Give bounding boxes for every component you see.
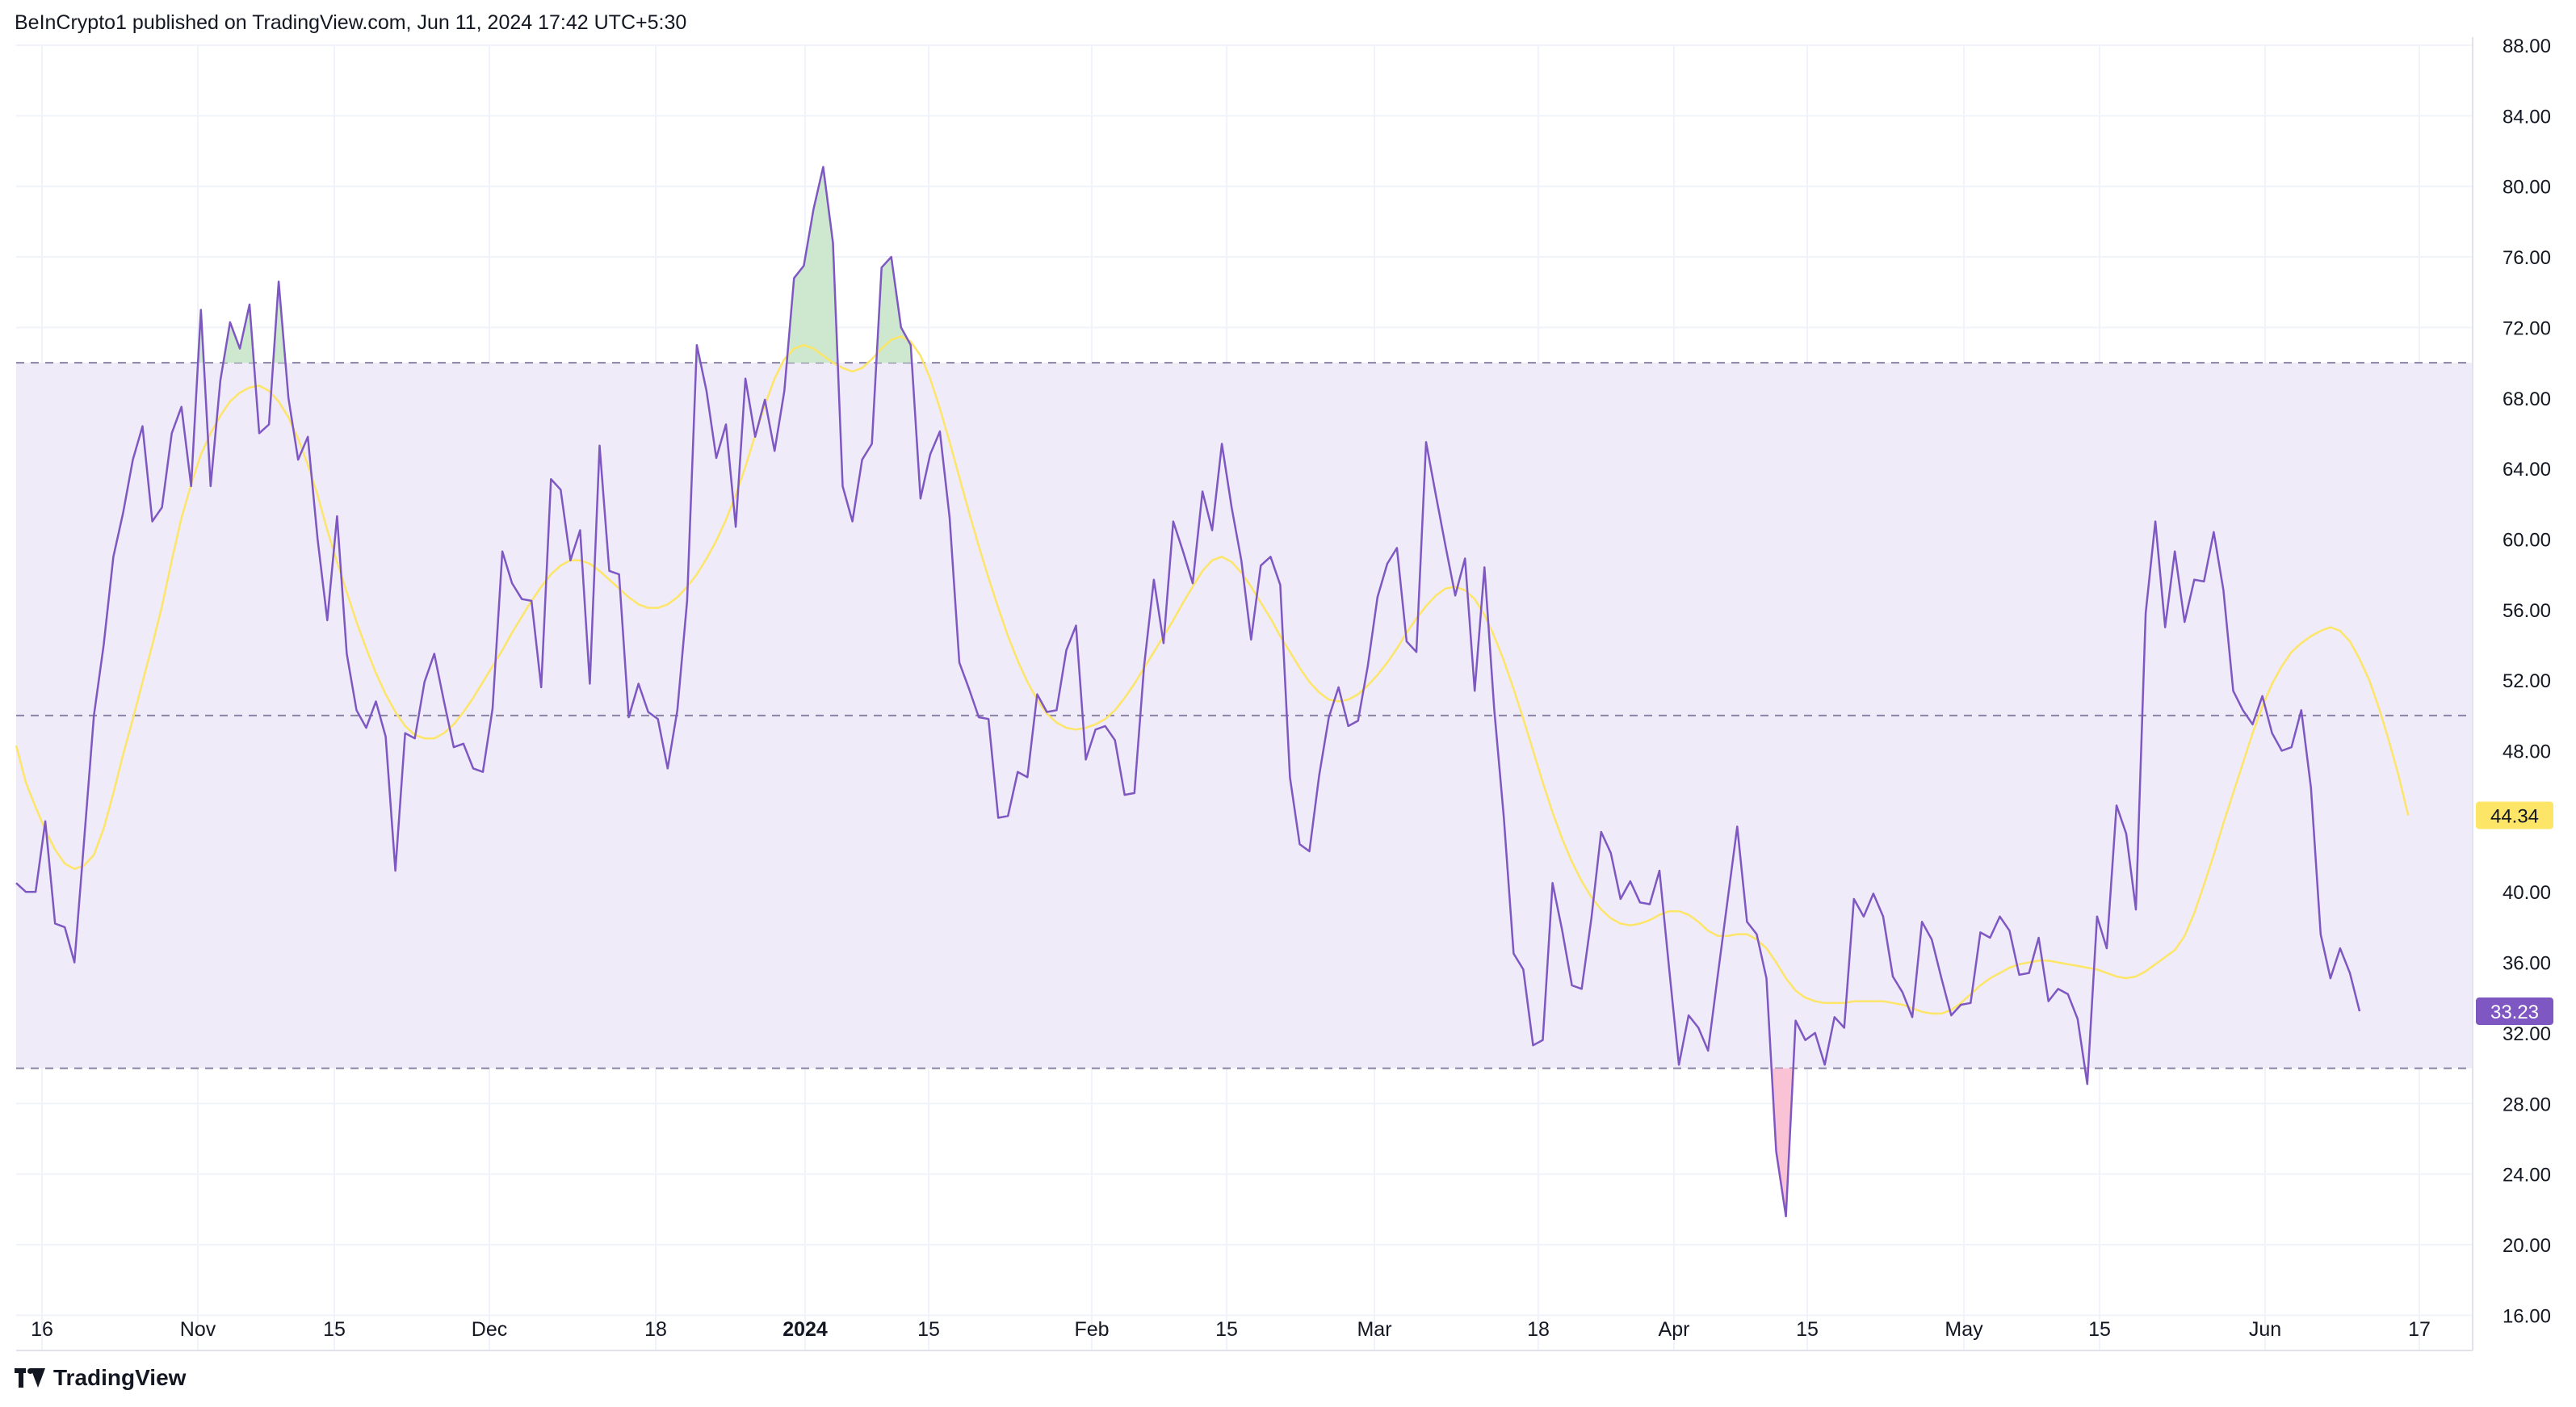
ma-last-value-badge: 44.34 xyxy=(2476,801,2553,830)
x-tick-label: 18 xyxy=(1527,1318,1550,1341)
x-tick-label: Feb xyxy=(1074,1318,1109,1341)
oversold-fill xyxy=(1771,1068,1794,1217)
rsi-series-line xyxy=(15,166,2361,1218)
x-tick-label: 17 xyxy=(2408,1318,2431,1341)
x-tick-label: Jun xyxy=(2249,1318,2281,1341)
y-tick-label: 36.00 xyxy=(2503,953,2551,975)
rsi-last-value-badge-bg xyxy=(2476,998,2553,1026)
rsi-last-value-badge: 33.23 xyxy=(2476,998,2553,1026)
x-tick-label: Nov xyxy=(180,1318,216,1341)
x-tick-label: 16 xyxy=(31,1318,53,1341)
last-value-badges: 44.34 33.23 xyxy=(2476,801,2553,1026)
x-tick-label: Apr xyxy=(1659,1318,1690,1341)
x-tick-label: 15 xyxy=(1215,1318,1238,1341)
x-axis: 16 Nov 15 Dec 18 2024 15 Feb 15 Mar 18 Apr 15 May 15 Ju… xyxy=(31,1318,2431,1341)
y-tick-label: 24.00 xyxy=(2503,1165,2551,1186)
y-tick-label: 68.00 xyxy=(2503,388,2551,410)
y-tick-label: 80.00 xyxy=(2503,177,2551,199)
x-tick-label: 15 xyxy=(917,1318,940,1341)
y-tick-label: 20.00 xyxy=(2503,1235,2551,1257)
y-tick-label: 60.00 xyxy=(2503,529,2551,551)
x-tick-label: 15 xyxy=(2088,1318,2111,1341)
ma-last-value-badge-bg xyxy=(2476,801,2553,830)
x-tick-label: 2024 xyxy=(782,1318,828,1341)
publish-attribution: BeInCrypto1 published on TradingView.com… xyxy=(15,11,687,34)
overbought-fill xyxy=(273,281,286,363)
x-tick-label: 18 xyxy=(644,1318,667,1341)
y-tick-label: 84.00 xyxy=(2503,106,2551,128)
rsi-band xyxy=(16,362,2473,1069)
y-axis: 88.00 84.00 80.00 76.00 72.00 68.00 64.00 60.00… xyxy=(2503,36,2551,1327)
y-tick-label: 76.00 xyxy=(2503,247,2551,269)
axis-frame xyxy=(16,37,2473,1351)
y-tick-label: 32.00 xyxy=(2503,1023,2551,1045)
tradingview-logo-icon xyxy=(15,1368,45,1388)
y-tick-label: 88.00 xyxy=(2503,36,2551,57)
y-tick-label: 28.00 xyxy=(2503,1094,2551,1115)
x-tick-label: 15 xyxy=(1796,1318,1819,1341)
tradingview-brand-label: TradingView xyxy=(53,1365,187,1390)
tradingview-footer[interactable]: TradingView xyxy=(15,1365,186,1391)
rsi-last-value-badge-label: 33.23 xyxy=(2490,1002,2539,1023)
y-tick-label: 64.00 xyxy=(2503,459,2551,481)
x-tick-label: 15 xyxy=(323,1318,346,1341)
ma-last-value-badge-label: 44.34 xyxy=(2490,805,2539,827)
overbought-fill xyxy=(223,304,254,363)
y-tick-label: 56.00 xyxy=(2503,600,2551,622)
series-lines xyxy=(15,166,2410,1218)
y-tick-label: 40.00 xyxy=(2503,882,2551,904)
x-tick-label: Mar xyxy=(1357,1318,1391,1341)
y-tick-label: 52.00 xyxy=(2503,670,2551,692)
overbought-fill xyxy=(787,166,838,363)
y-tick-label: 72.00 xyxy=(2503,317,2551,339)
x-tick-label: Dec xyxy=(472,1318,507,1341)
y-tick-label: 16.00 xyxy=(2503,1305,2551,1327)
x-tick-label: May xyxy=(1945,1318,1983,1341)
y-tick-label: 48.00 xyxy=(2503,741,2551,763)
